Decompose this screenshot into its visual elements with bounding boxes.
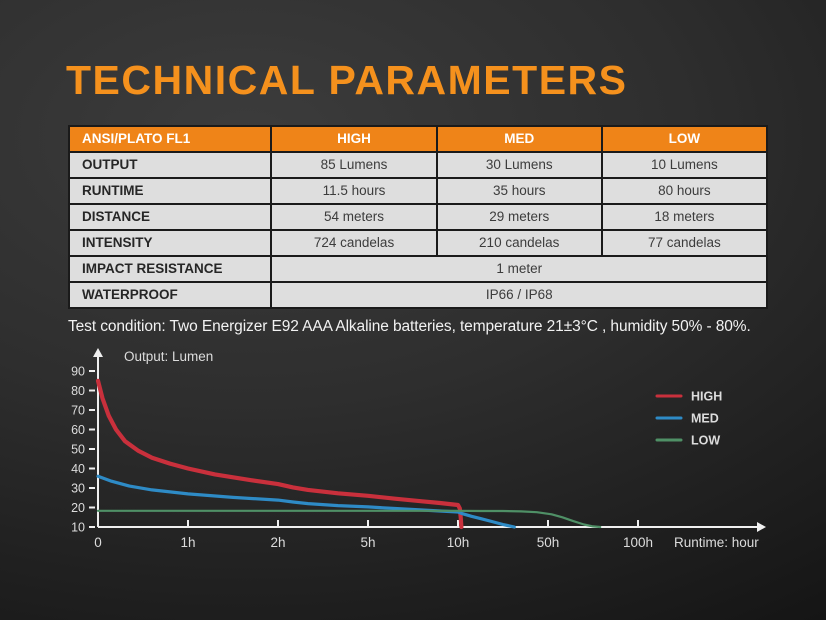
header-cell-low: LOW [600, 125, 769, 153]
row-label: INTENSITY [67, 229, 273, 257]
row-value: 80 hours [600, 177, 769, 205]
x-tick-label: 1h [180, 535, 195, 550]
row-value: IP66 / IP68 [270, 281, 768, 309]
page-title: TECHNICAL PARAMETERS [66, 57, 628, 103]
table-row-impact-resistance: IMPACT RESISTANCE 1 meter [67, 255, 768, 283]
table-row-runtime: RUNTIME 11.5 hours 35 hours 80 hours [67, 177, 769, 205]
x-tick-label: 50h [537, 535, 560, 550]
x-axis-title: Runtime: hour [674, 535, 759, 550]
row-value: 77 candelas [600, 229, 769, 257]
y-tick-label: 10 [71, 521, 85, 535]
row-label: RUNTIME [67, 177, 273, 205]
header-cell-med: MED [435, 125, 603, 153]
y-tick-label: 20 [71, 501, 85, 515]
x-tick-label: 100h [623, 535, 653, 550]
x-axis-arrow-icon [757, 522, 766, 532]
y-tick-label: 30 [71, 482, 85, 496]
row-value: 30 Lumens [435, 151, 603, 179]
legend-label-high: HIGH [691, 390, 722, 404]
table-row-output: OUTPUT 85 Lumens 30 Lumens 10 Lumens [67, 151, 769, 179]
row-value: 724 candelas [270, 229, 438, 257]
x-tick-label: 0 [94, 535, 102, 550]
x-tick-label: 5h [360, 535, 375, 550]
y-tick-label: 70 [71, 404, 85, 418]
y-tick-label: 40 [71, 462, 85, 476]
spec-table: ANSI/PLATO FL1 HIGH MED LOW OUTPUT 85 Lu… [67, 125, 769, 309]
row-value: 54 meters [270, 203, 438, 231]
row-label: IMPACT RESISTANCE [67, 255, 273, 283]
x-tick-label: 2h [270, 535, 285, 550]
legend-label-med: MED [691, 412, 719, 426]
chart-title: Output: Lumen [124, 349, 213, 364]
row-label: DISTANCE [67, 203, 273, 231]
row-value: 35 hours [435, 177, 603, 205]
row-label: OUTPUT [67, 151, 273, 179]
test-condition-text: Test condition: Two Energizer E92 AAA Al… [68, 318, 751, 335]
row-value: 85 Lumens [270, 151, 438, 179]
header-cell-standard: ANSI/PLATO FL1 [67, 125, 273, 153]
table-row-waterproof: WATERPROOF IP66 / IP68 [67, 281, 768, 309]
row-value: 18 meters [600, 203, 769, 231]
y-tick-label: 60 [71, 423, 85, 437]
header-cell-high: HIGH [270, 125, 438, 153]
row-value: 1 meter [270, 255, 768, 283]
series-line-med [96, 474, 516, 529]
row-value: 10 Lumens [600, 151, 769, 179]
row-value: 11.5 hours [270, 177, 438, 205]
y-tick-label: 50 [71, 443, 85, 457]
series-line-high [95, 378, 464, 530]
row-value: 29 meters [435, 203, 603, 231]
row-value: 210 candelas [435, 229, 603, 257]
legend-label-low: LOW [691, 434, 720, 448]
y-axis-arrow-icon [93, 348, 103, 357]
row-label: WATERPROOF [67, 281, 273, 309]
y-tick-label: 80 [71, 384, 85, 398]
series-line-low [96, 509, 602, 529]
x-tick-label: 10h [447, 535, 470, 550]
table-header-row: ANSI/PLATO FL1 HIGH MED LOW [67, 125, 769, 153]
table-row-intensity: INTENSITY 724 candelas 210 candelas 77 c… [67, 229, 769, 257]
y-tick-label: 90 [71, 365, 85, 379]
table-row-distance: DISTANCE 54 meters 29 meters 18 meters [67, 203, 769, 231]
